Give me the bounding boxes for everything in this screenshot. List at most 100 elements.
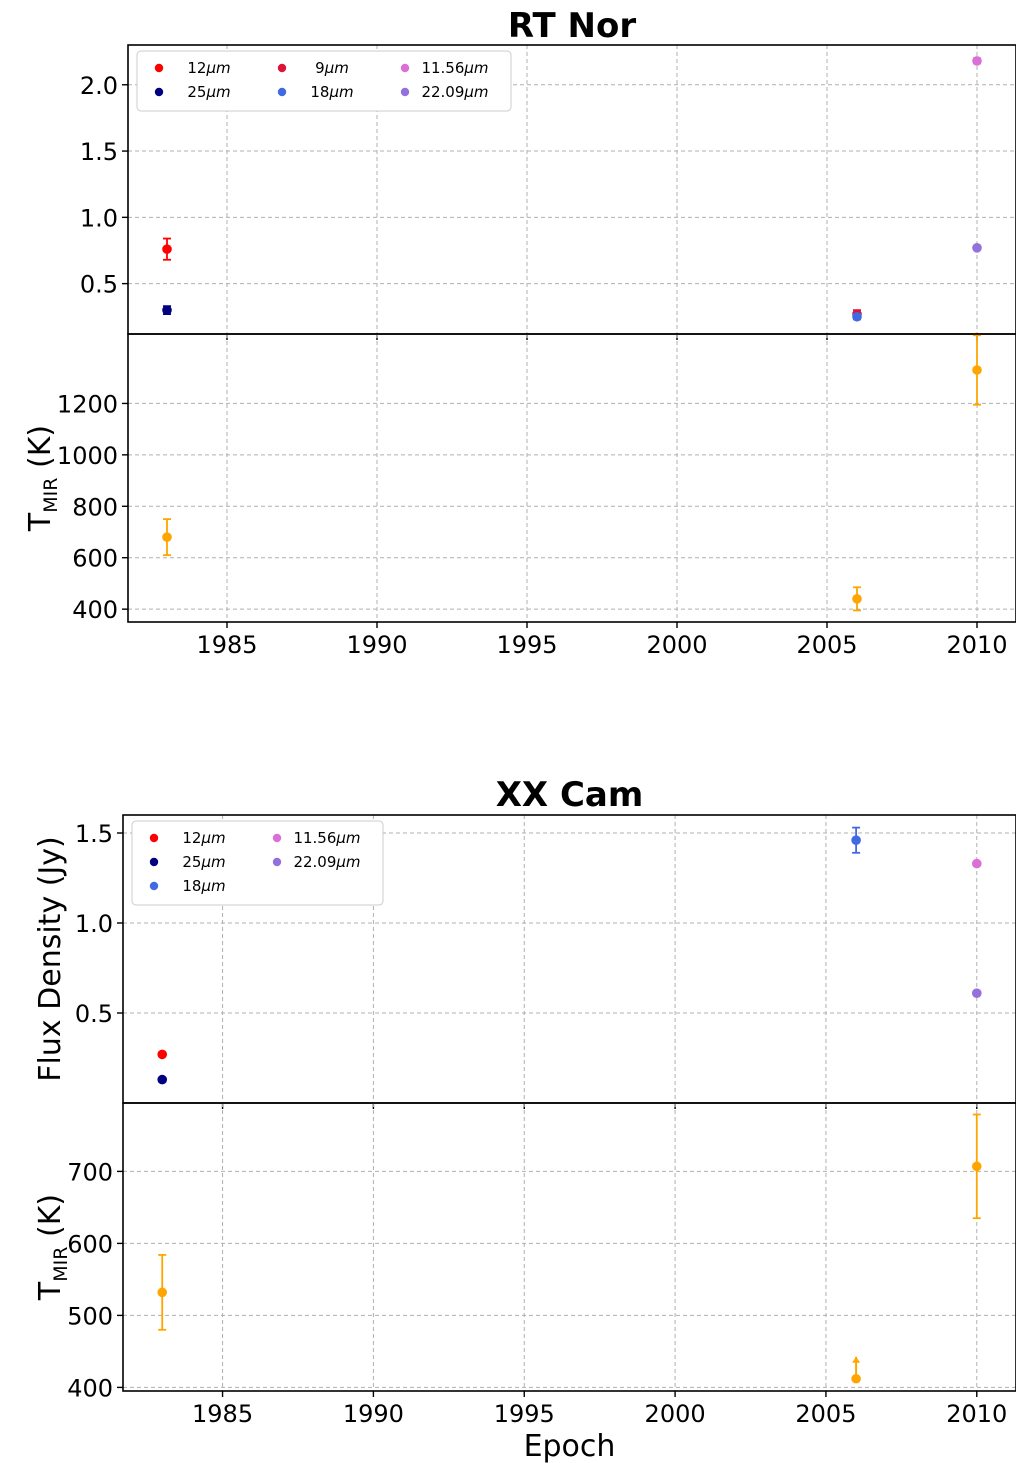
y-tick-label: 400 [72, 596, 118, 624]
legend-label-unit: μm [200, 877, 225, 895]
data-point [162, 244, 172, 254]
legend-marker [272, 857, 282, 867]
y-tick-label: 700 [67, 1158, 113, 1186]
y-tick-label: 2.0 [80, 72, 118, 100]
legend-label: 22.09μm [293, 853, 360, 871]
legend-box [131, 820, 384, 906]
x-tick-label: 1995 [494, 1400, 555, 1428]
y-tick-label: 1.0 [75, 910, 113, 938]
legend-label-num: 12 [182, 829, 201, 847]
y-axis-label-text: TMIR (K) [23, 425, 62, 532]
axes-frame [122, 1102, 1016, 1392]
legend-label-unit: μm [463, 83, 488, 101]
legend-label-unit: μm [205, 83, 230, 101]
data-point [852, 594, 862, 604]
y-label-sub: MIR [50, 1247, 72, 1282]
y-tick-label: 1000 [57, 442, 118, 470]
legend-label-num: 22.09 [293, 853, 336, 871]
legend-label-num: 25 [187, 83, 206, 101]
y-label-main: T [23, 512, 58, 532]
legend-marker [400, 87, 410, 97]
legend-label: 22.09μm [421, 83, 488, 101]
legend-label-num: 18 [182, 877, 201, 895]
data-point [162, 305, 172, 315]
legend-marker [149, 881, 159, 891]
legend-marker [154, 63, 164, 73]
x-tick-label: 2000 [646, 631, 707, 659]
legend-marker [400, 63, 410, 73]
data-point [971, 988, 982, 998]
legend-marker [272, 833, 282, 843]
y-tick-label: 1.0 [80, 204, 118, 232]
y-axis-label: TMIR (K) [23, 425, 62, 532]
x-tick-label: 2010 [946, 1400, 1007, 1428]
legend-label-num: 12 [187, 59, 206, 77]
data-point [972, 365, 982, 375]
y-tick-label: 600 [67, 1230, 113, 1258]
legend-label-num: 11.56 [293, 829, 336, 847]
legend-label-num: 22.09 [421, 83, 464, 101]
x-tick-label: 1995 [496, 631, 557, 659]
legend-label-num: 11.56 [421, 59, 464, 77]
y-tick-label: 1200 [57, 390, 118, 418]
chart-title: XX Cam [496, 775, 644, 815]
legend-label-num: 18 [310, 83, 329, 101]
data-point [852, 311, 862, 322]
data-point [157, 1074, 168, 1085]
panel-temp: 400 600 800 1000 1200 1985 1990 1995 2000 2005 201… [23, 333, 1016, 659]
legend-label-num: 9 [315, 59, 325, 77]
legend-label-unit: μm [335, 853, 360, 871]
data-point [971, 858, 982, 869]
y-tick-label: 1.5 [75, 820, 113, 848]
y-tick-label: 500 [67, 1302, 113, 1330]
x-tick-label: 1985 [196, 631, 257, 659]
x-tick-label: 2010 [946, 631, 1007, 659]
y-axis-label-text: TMIR (K) [33, 1194, 72, 1301]
legend-label: 9μm [315, 59, 349, 77]
y-tick-label: 0.5 [80, 271, 118, 299]
legend-box [136, 50, 512, 112]
x-tick-label: 2000 [645, 1400, 706, 1428]
legend-label-unit: μm [205, 59, 230, 77]
x-axis-label: Epoch [524, 1429, 616, 1463]
y-tick-label: 600 [72, 545, 118, 573]
chart-0: RT Nor0.51.01.52.012μm25μm9μm18μm11.56μm… [23, 6, 1016, 659]
legend-label-unit: μm [335, 829, 360, 847]
legend-label-unit: μm [463, 59, 488, 77]
data-point [971, 1161, 982, 1172]
legend-label: 18μm [182, 877, 225, 895]
legend-label-num: 25 [182, 853, 201, 871]
x-tick-label: 1990 [343, 1400, 404, 1428]
y-label-tail: (K) [33, 1194, 68, 1247]
legend-marker [149, 857, 159, 867]
data-point [851, 1373, 861, 1384]
panel-temp: 400 500 600 700 1985 1990 1995 2000 2005 2010 TMIR… [33, 1102, 1016, 1428]
data-point [162, 532, 172, 542]
y-label-tail: (K) [23, 425, 58, 478]
y-tick-label: 1.5 [80, 138, 118, 166]
legend-label: 12μm [187, 59, 230, 77]
legend-marker [154, 87, 164, 97]
axes-frame [127, 333, 1016, 623]
legend-marker [149, 833, 159, 843]
data-point [972, 243, 982, 253]
y-label-sub: MIR [40, 478, 62, 513]
legend-label: 25μm [187, 83, 230, 101]
y-tick-label: 400 [67, 1374, 113, 1402]
data-point [851, 835, 861, 845]
panel-flux: 0.51.01.52.012μm25μm9μm18μm11.56μm22.09μ… [80, 44, 1016, 340]
legend-label-unit: μm [200, 829, 225, 847]
legend-label-unit: μm [200, 853, 225, 871]
legend-label: 11.56μm [421, 59, 488, 77]
y-axis-label: TMIR (K) [33, 1194, 72, 1301]
y-axis-label: Flux Density (Jy) [33, 836, 68, 1082]
y-tick-label: 800 [72, 493, 118, 521]
legend-label-unit: μm [328, 83, 353, 101]
legend-label-unit: μm [324, 59, 349, 77]
data-point [157, 1287, 168, 1298]
